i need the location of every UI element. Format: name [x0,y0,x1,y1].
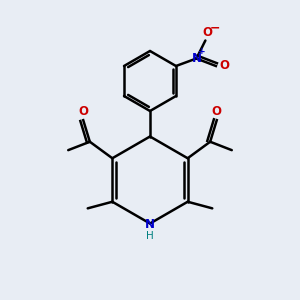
Text: N: N [191,52,201,65]
Text: O: O [212,105,222,118]
Text: H: H [146,231,154,241]
Text: O: O [219,59,229,73]
Text: O: O [202,26,212,39]
Text: −: − [210,21,220,34]
Text: +: + [198,47,206,56]
Text: N: N [145,218,155,232]
Text: O: O [78,105,88,118]
